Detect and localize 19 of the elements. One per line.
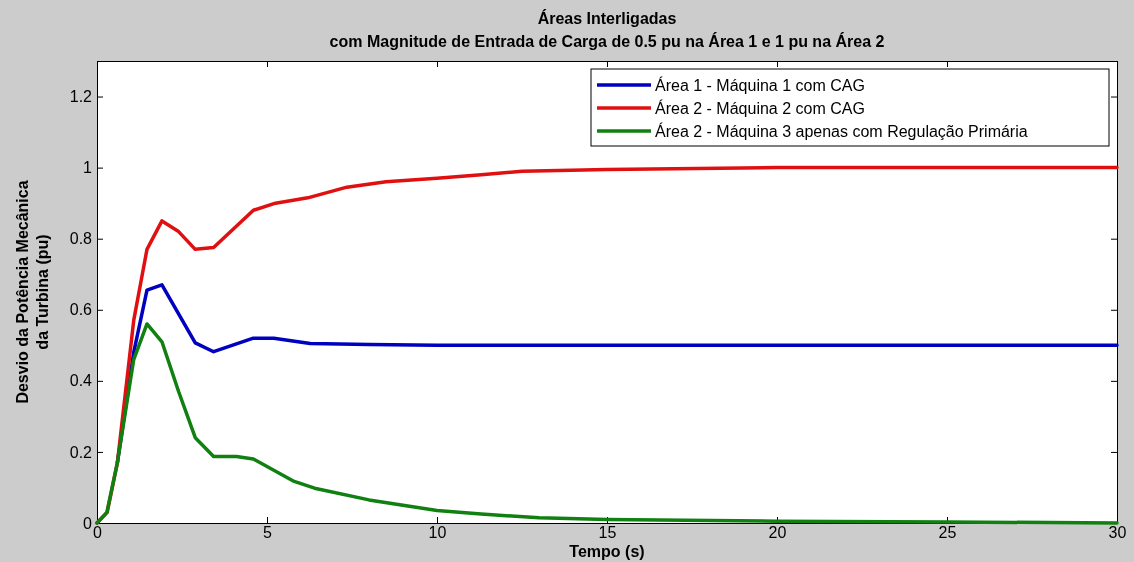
x-tick-label: 10 xyxy=(428,524,447,542)
y-axis-title: Desvio da Potência Mecânica da Turbina (pu) xyxy=(14,180,51,404)
x-axis-title: Tempo (s) xyxy=(569,543,645,560)
legend-label: Área 2 - Máquina 3 apenas com Regulação Primária xyxy=(655,122,1028,140)
legend-label: Área 1 - Máquina 1 com CAG xyxy=(655,76,865,94)
y-tick-label: 1 xyxy=(83,159,93,177)
y-tick-label: 0.2 xyxy=(69,443,93,461)
x-tick-label: 20 xyxy=(768,524,787,542)
y-tick-label: 1.2 xyxy=(69,88,93,106)
x-tick-label: 15 xyxy=(598,524,617,542)
y-tick-label: 0.6 xyxy=(69,301,93,319)
y-tick-label: 0.8 xyxy=(69,230,93,248)
x-tick-label: 30 xyxy=(1108,524,1127,542)
chart-title: Áreas Interligadas xyxy=(537,9,677,27)
x-tick-label: 25 xyxy=(938,524,957,542)
x-tick-label: 5 xyxy=(263,524,273,542)
legend-label: Área 2 - Máquina 2 com CAG xyxy=(655,99,865,117)
y-tick-label: 0.4 xyxy=(69,372,93,390)
chart-subtitle: com Magnitude de Entrada de Carga de 0.5 pu na Área 1 e 1 pu na Área 2 xyxy=(329,32,885,50)
